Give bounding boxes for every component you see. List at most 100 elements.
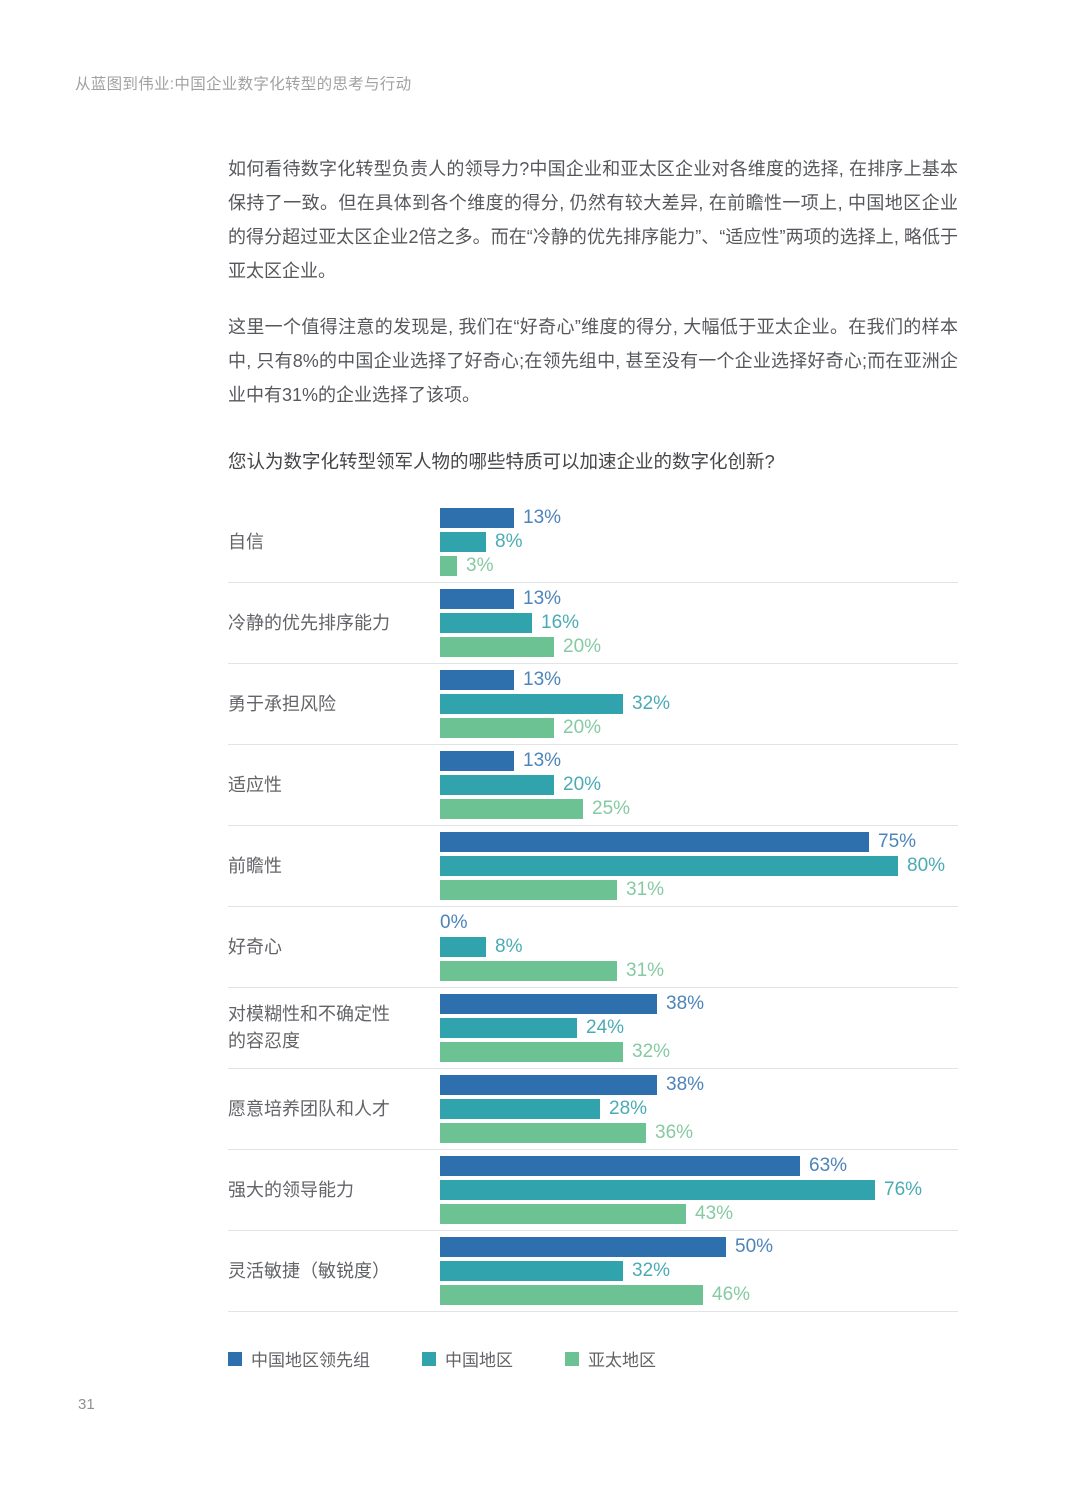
chart-row: 愿意培养团队和人才 38% 28% 36% bbox=[228, 1069, 958, 1150]
category-label: 愿意培养团队和人才 bbox=[228, 1098, 390, 1119]
body-paragraph-2: 这里一个值得注意的发现是, 我们在“好奇心”维度的得分, 大幅低于亚太企业。在我… bbox=[228, 317, 958, 405]
legend-item-china-region: 中国地区 bbox=[422, 1346, 513, 1371]
bar-value-label: 76% bbox=[884, 1179, 923, 1200]
category-label: 自信 bbox=[228, 531, 264, 552]
bar-value-label: 43% bbox=[695, 1203, 734, 1224]
legend-item-leading-group: 中国地区领先组 bbox=[228, 1346, 370, 1371]
chart-row: 冷静的优先排序能力 13% 16% 20% bbox=[228, 583, 958, 664]
legend-swatch-icon bbox=[422, 1351, 436, 1366]
bar-line-china-region: 80% bbox=[440, 856, 958, 876]
bar-apac-region bbox=[440, 1123, 646, 1143]
bar-value-label: 3% bbox=[466, 555, 494, 576]
bar-group: 75% 80% 31% bbox=[440, 832, 958, 900]
bar-value-label: 20% bbox=[563, 717, 602, 738]
bar-china-region bbox=[440, 613, 532, 633]
bar-leading-group bbox=[440, 751, 514, 771]
bar-line-china-region: 32% bbox=[440, 694, 958, 714]
bar-line-leading-group: 13% bbox=[440, 508, 958, 528]
bar-line-china-region: 8% bbox=[440, 532, 958, 552]
bar-line-china-region: 28% bbox=[440, 1099, 958, 1119]
category-label: 勇于承担风险 bbox=[228, 693, 336, 714]
bar-group: 38% 24% 32% bbox=[440, 994, 958, 1062]
chart-row: 好奇心 0% 8% 31% bbox=[228, 907, 958, 988]
bar-leading-group bbox=[440, 832, 869, 852]
bar-value-label: 13% bbox=[523, 507, 562, 528]
bar-apac-region bbox=[440, 637, 554, 657]
bar-value-label: 32% bbox=[632, 1260, 671, 1281]
chart-row: 强大的领导能力 63% 76% 43% bbox=[228, 1150, 958, 1231]
bar-china-region bbox=[440, 532, 486, 552]
bar-line-apac-region: 31% bbox=[440, 961, 958, 981]
bar-line-leading-group: 50% bbox=[440, 1237, 958, 1257]
bar-value-label: 28% bbox=[609, 1098, 648, 1119]
bar-line-apac-region: 3% bbox=[440, 556, 958, 576]
bar-china-region bbox=[440, 937, 486, 957]
page-content: 如何看待数字化转型负责人的领导力?中国企业和亚太区企业对各维度的选择, 在排序上… bbox=[228, 152, 958, 1371]
legend-swatch-icon bbox=[565, 1351, 579, 1366]
bar-value-label: 38% bbox=[666, 993, 705, 1014]
chart-row: 勇于承担风险 13% 32% 20% bbox=[228, 664, 958, 745]
bar-value-label: 46% bbox=[712, 1284, 751, 1305]
page-number: 31 bbox=[78, 1396, 95, 1413]
legend-label-leading-group: 中国地区领先组 bbox=[251, 1351, 370, 1370]
bar-line-apac-region: 25% bbox=[440, 799, 958, 819]
bar-group: 50% 32% 46% bbox=[440, 1237, 958, 1305]
bar-apac-region bbox=[440, 1204, 686, 1224]
chart-legend: 中国地区领先组 中国地区 亚太地区 bbox=[228, 1346, 958, 1371]
bar-value-label: 31% bbox=[626, 879, 665, 900]
bar-value-label: 13% bbox=[523, 588, 562, 609]
bar-line-leading-group: 13% bbox=[440, 589, 958, 609]
category-label: 冷静的优先排序能力 bbox=[228, 612, 390, 633]
bar-group: 13% 32% 20% bbox=[440, 670, 958, 738]
bar-apac-region bbox=[440, 556, 457, 576]
bar-apac-region bbox=[440, 1042, 623, 1062]
bar-apac-region bbox=[440, 718, 554, 738]
bar-line-apac-region: 20% bbox=[440, 637, 958, 657]
bar-line-leading-group: 38% bbox=[440, 1075, 958, 1095]
chart-row: 自信 13% 8% 3% bbox=[228, 502, 958, 583]
bar-line-china-region: 20% bbox=[440, 775, 958, 795]
bar-line-apac-region: 20% bbox=[440, 718, 958, 738]
bar-value-label: 13% bbox=[523, 669, 562, 690]
bar-value-label: 20% bbox=[563, 636, 602, 657]
bar-value-label: 38% bbox=[666, 1074, 705, 1095]
bar-china-region bbox=[440, 1261, 623, 1281]
bar-china-region bbox=[440, 694, 623, 714]
bar-value-label: 36% bbox=[655, 1122, 694, 1143]
bar-group: 63% 76% 43% bbox=[440, 1156, 958, 1224]
chart-row: 灵活敏捷（敏锐度） 50% 32% 46% bbox=[228, 1231, 958, 1312]
category-label: 对模糊性和不确定性的容忍度 bbox=[228, 1004, 390, 1051]
bar-leading-group bbox=[440, 589, 514, 609]
bar-value-label: 20% bbox=[563, 774, 602, 795]
bar-line-leading-group: 75% bbox=[440, 832, 958, 852]
bar-value-label: 13% bbox=[523, 750, 562, 771]
bar-line-apac-region: 46% bbox=[440, 1285, 958, 1305]
bar-group: 13% 20% 25% bbox=[440, 751, 958, 819]
bar-line-china-region: 16% bbox=[440, 613, 958, 633]
bar-value-label: 75% bbox=[878, 831, 917, 852]
chart-title: 您认为数字化转型领军人物的哪些特质可以加速企业的数字化创新? bbox=[228, 451, 775, 472]
bar-value-label: 80% bbox=[907, 855, 946, 876]
bar-line-leading-group: 38% bbox=[440, 994, 958, 1014]
bar-china-region bbox=[440, 1180, 875, 1200]
bar-value-label: 8% bbox=[495, 531, 523, 552]
bar-china-region bbox=[440, 775, 554, 795]
bar-china-region bbox=[440, 856, 898, 876]
bar-line-leading-group: 13% bbox=[440, 751, 958, 771]
bar-china-region bbox=[440, 1099, 600, 1119]
bar-apac-region bbox=[440, 961, 617, 981]
legend-swatch-icon bbox=[228, 1351, 242, 1366]
bar-line-apac-region: 43% bbox=[440, 1204, 958, 1224]
chart-row: 前瞻性 75% 80% 31% bbox=[228, 826, 958, 907]
bar-chart: 自信 13% 8% 3% 冷静的优先排序能力 13% 16% 20% 勇于承担风险 13% 32% 2… bbox=[228, 502, 958, 1312]
bar-value-label: 50% bbox=[735, 1236, 774, 1257]
bar-apac-region bbox=[440, 880, 617, 900]
body-paragraph-1: 如何看待数字化转型负责人的领导力?中国企业和亚太区企业对各维度的选择, 在排序上… bbox=[228, 159, 958, 281]
bar-leading-group bbox=[440, 994, 657, 1014]
bar-line-apac-region: 32% bbox=[440, 1042, 958, 1062]
bar-line-leading-group: 63% bbox=[440, 1156, 958, 1176]
legend-item-apac-region: 亚太地区 bbox=[565, 1346, 656, 1371]
bar-value-label: 32% bbox=[632, 693, 671, 714]
bar-value-label: 0% bbox=[440, 912, 468, 933]
